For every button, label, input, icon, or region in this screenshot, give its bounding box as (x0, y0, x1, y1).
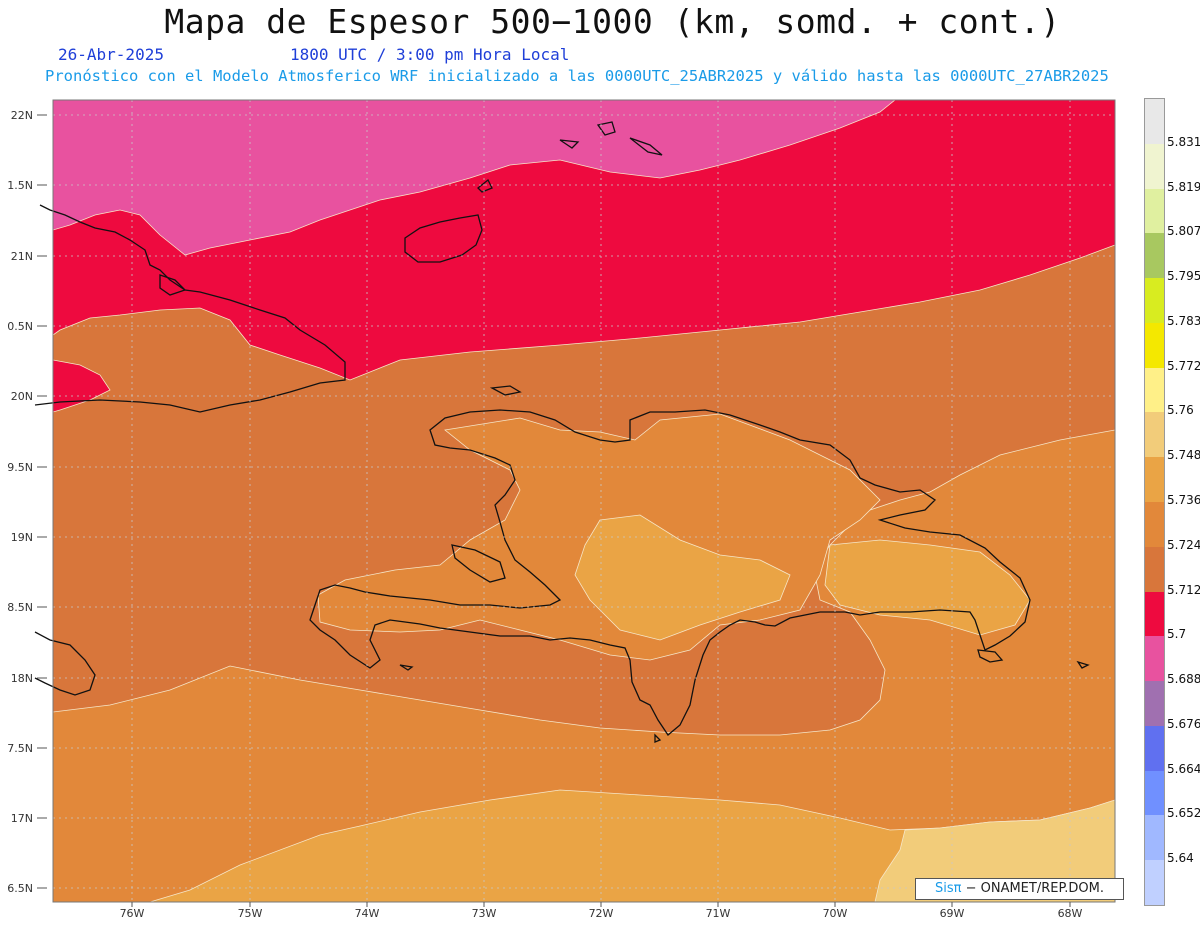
lat-label: 17N (11, 812, 33, 825)
grid (53, 100, 1115, 902)
colorbar-label: 5.736 (1167, 493, 1200, 507)
valid-time: 1800 UTC / 3:00 pm Hora Local (290, 45, 570, 64)
lat-label: 6.5N (7, 882, 33, 895)
lat-ticks (37, 114, 47, 889)
colorbar-segment (1145, 188, 1164, 234)
lat-label: 1.5N (7, 179, 33, 192)
band-5688 (53, 100, 896, 256)
colorbar-label: 5.783 (1167, 313, 1200, 328)
lon-label: 75W (238, 907, 263, 920)
colorbar-segment (1145, 367, 1164, 413)
credit-text: − ONAMET/REP.DOM. (961, 881, 1104, 896)
coast-gonave (451, 544, 506, 583)
colorbar-segment (1145, 278, 1164, 324)
colorbar-segment (1145, 815, 1164, 861)
thickness-field (53, 100, 1115, 902)
plot-frame (52, 99, 1116, 903)
lat-labels: 22N 1.5N 21N 0.5N 20N 9.5N 19N 8.5N 18N … (7, 109, 33, 895)
lat-label: 9.5N (7, 461, 33, 474)
lon-label: 70W (823, 907, 848, 920)
colorbar-label: 5.7 (1167, 627, 1187, 642)
lat-label: 21N (11, 250, 33, 263)
colorbar-segment (1145, 725, 1164, 771)
colorbar-label: 5.64 (1167, 851, 1194, 866)
lat-label: 19N (11, 531, 33, 544)
colorbar-segment (1145, 322, 1164, 368)
coastlines (34, 121, 1090, 743)
colorbar-label: 5.724 (1167, 537, 1200, 552)
lon-label: 74W (355, 907, 380, 920)
colorbar-segment (1145, 99, 1164, 144)
colorbar-segment (1145, 681, 1164, 727)
coast-bahamas (159, 274, 187, 296)
colorbar-segment (1145, 233, 1164, 279)
coast-mayaguana (477, 178, 493, 193)
colorbar (1144, 98, 1165, 906)
lat-label: 0.5N (7, 320, 33, 333)
lon-label: 71W (706, 907, 731, 920)
lon-label: 73W (472, 907, 497, 920)
coast-inagua (404, 214, 483, 263)
lon-label: 76W (120, 907, 145, 920)
patch-5736-center (574, 514, 791, 641)
colorbar-segment (1145, 770, 1164, 816)
colorbar-segment (1145, 457, 1164, 503)
patch-5736-east (824, 539, 1031, 636)
colorbar-segment (1145, 591, 1164, 637)
credit-brand: Sisπ (934, 881, 962, 896)
colorbar-label: 5.772 (1167, 358, 1200, 373)
coast-cayman-e (1076, 660, 1090, 669)
lon-label: 68W (1058, 907, 1083, 920)
colorbar-segment (1145, 412, 1164, 458)
lon-ticks (131, 902, 1071, 907)
lon-label: 69W (940, 907, 965, 920)
coast-cuba (34, 204, 346, 413)
colorbar-segment (1145, 860, 1164, 906)
colorbar-segment (1145, 502, 1164, 547)
coast-tortuga (489, 385, 522, 396)
colorbar-label: 5.664 (1167, 761, 1200, 776)
forecast-info: Pronóstico con el Modelo Atmosferico WRF… (45, 67, 1109, 85)
colorbar-label: 5.748 (1167, 448, 1200, 463)
coast-caicos (559, 121, 663, 156)
lat-label: 7.5N (7, 742, 33, 755)
coast-saona (977, 649, 1004, 663)
colorbar-label: 5.795 (1167, 269, 1200, 284)
colorbar-label: 5.76 (1167, 403, 1194, 418)
colorbar-label: 5.652 (1167, 806, 1200, 821)
patch-5700-west (53, 359, 111, 413)
lat-label: 22N (11, 109, 33, 122)
colorbar-label: 5.807 (1167, 224, 1200, 239)
lat-label: 20N (11, 390, 33, 403)
lon-label: 72W (589, 907, 614, 920)
colorbar-segment (1145, 546, 1164, 592)
map-title: Mapa de Espesor 500−1000 (km, somd. + co… (164, 2, 1061, 41)
colorbar-label: 5.688 (1167, 672, 1200, 687)
colorbar-label: 5.819 (1167, 179, 1200, 194)
colorbar-label: 5.712 (1167, 582, 1200, 597)
coast-beata (654, 733, 662, 743)
colorbar-label: 5.831 (1167, 134, 1200, 149)
lat-label: 18N (11, 672, 33, 685)
lat-label: 8.5N (7, 601, 33, 614)
credit-box: Sisπ − ONAMET/REP.DOM. (915, 878, 1124, 900)
band-5748 (874, 799, 1115, 902)
colorbar-segment (1145, 143, 1164, 189)
coast-hispaniola (309, 409, 1031, 736)
valid-date: 26-Abr-2025 (58, 45, 164, 64)
lon-labels: 76W 75W 74W 73W 72W 71W 70W 69W 68W (120, 907, 1083, 920)
colorbar-segment (1145, 636, 1164, 682)
coast-navassa (399, 664, 414, 671)
colorbar-label: 5.676 (1167, 716, 1200, 731)
